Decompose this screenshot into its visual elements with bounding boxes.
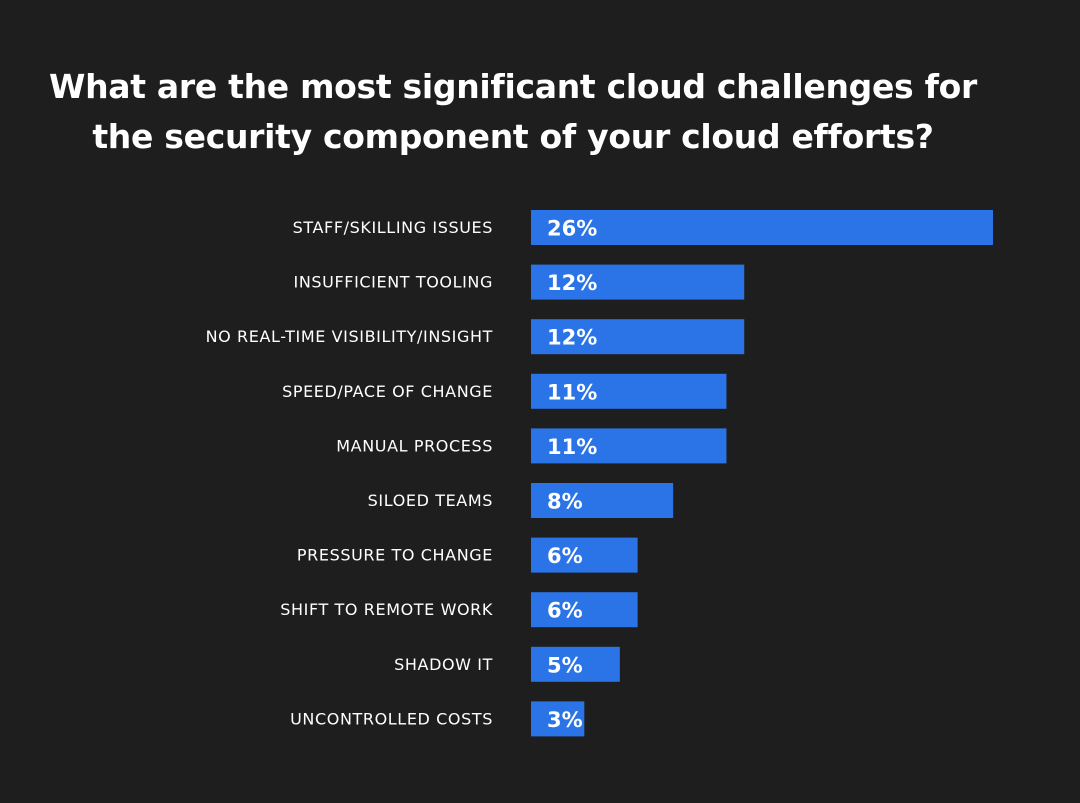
value-label: 11% bbox=[547, 435, 597, 459]
category-label: UNCONTROLLED COSTS bbox=[290, 709, 493, 728]
value-label: 3% bbox=[547, 708, 583, 732]
category-label: SPEED/PACE OF CHANGE bbox=[282, 382, 493, 401]
category-label: SILOED TEAMS bbox=[368, 491, 493, 510]
value-label: 12% bbox=[547, 326, 597, 350]
value-label: 6% bbox=[547, 544, 583, 568]
chart-title-line-2: the security component of your cloud eff… bbox=[92, 117, 934, 156]
category-label: STAFF/SKILLING ISSUES bbox=[293, 218, 493, 237]
value-label: 8% bbox=[547, 490, 583, 514]
bar bbox=[531, 428, 727, 464]
value-label: 11% bbox=[547, 380, 597, 404]
category-label: SHIFT TO REMOTE WORK bbox=[280, 600, 493, 619]
bar bbox=[531, 701, 585, 737]
category-label: NO REAL-TIME VISIBILITY/INSIGHT bbox=[206, 327, 493, 346]
category-label: SHADOW IT bbox=[394, 655, 493, 674]
bar bbox=[531, 373, 727, 409]
bar bbox=[531, 264, 745, 300]
bar bbox=[531, 537, 638, 573]
value-label: 26% bbox=[547, 217, 597, 241]
bar bbox=[531, 646, 620, 682]
chart-title: What are the most significant cloud chal… bbox=[0, 62, 1026, 162]
category-label: INSUFFICIENT TOOLING bbox=[294, 273, 493, 292]
category-label: PRESSURE TO CHANGE bbox=[297, 546, 493, 565]
value-label: 6% bbox=[547, 599, 583, 623]
chart-title-line-1: What are the most significant cloud chal… bbox=[49, 67, 977, 106]
value-label: 12% bbox=[547, 271, 597, 295]
value-label: 5% bbox=[547, 653, 583, 677]
bar bbox=[531, 210, 993, 245]
bar bbox=[531, 483, 674, 518]
bar bbox=[531, 319, 745, 355]
category-label: MANUAL PROCESS bbox=[336, 436, 493, 455]
bar bbox=[531, 592, 638, 628]
